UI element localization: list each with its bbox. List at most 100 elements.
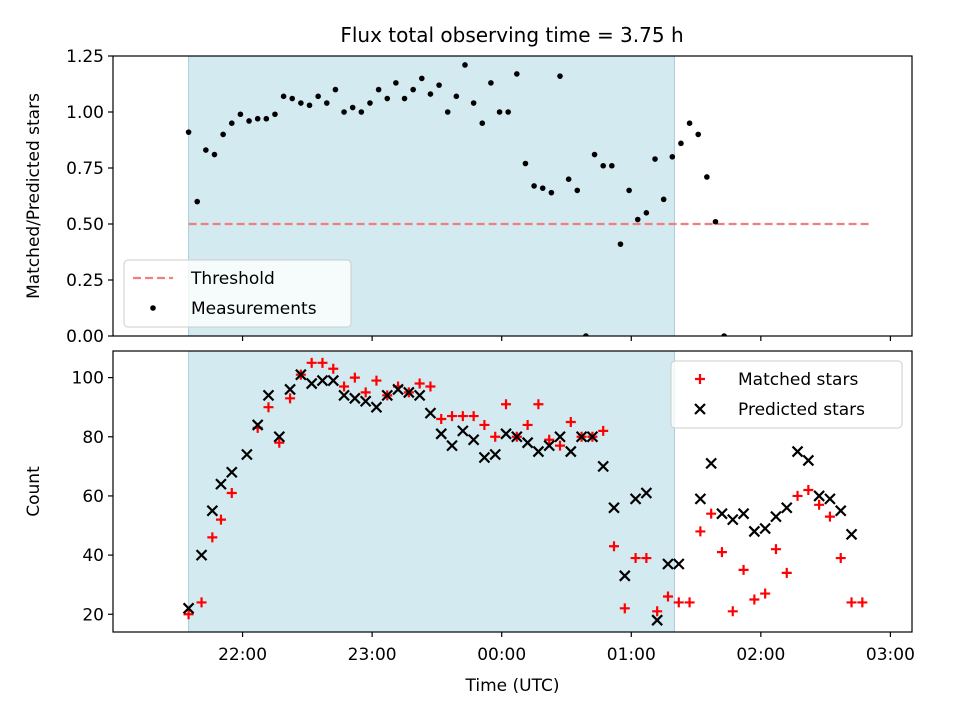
predicted-stars-point (640, 487, 653, 499)
matched-stars-point (716, 547, 727, 558)
measurement-point (496, 109, 503, 115)
measurement-point (349, 104, 356, 111)
measurement-point (203, 147, 209, 153)
y-tick-label: 0.25 (66, 271, 104, 291)
measurement-point (332, 86, 339, 93)
predicted-stars-point (748, 525, 761, 538)
predicted-stars-point (575, 431, 588, 443)
legend-label: Predicted stars (738, 400, 865, 420)
predicted-stars-point (780, 501, 793, 514)
measurement-point (444, 109, 451, 115)
predicted-stars-point (521, 436, 534, 449)
predicted-stars-point (284, 383, 296, 396)
matched-stars-point (207, 532, 218, 543)
measurement-point (609, 162, 615, 169)
matched-stars-point (468, 411, 479, 422)
matched-stars-point (479, 419, 490, 430)
measurement-point (393, 80, 399, 86)
predicted-stars-point (241, 448, 253, 461)
x-axis-label: Time (UTC) (465, 676, 560, 696)
measurement-point (470, 100, 477, 106)
matched-stars-point (263, 402, 274, 413)
predicted-stars-point (791, 445, 804, 458)
measurement-point (712, 218, 719, 225)
measurement-point (669, 154, 676, 160)
predicted-stars-point (759, 522, 771, 535)
measurement-point (453, 93, 460, 100)
predicted-stars-point (716, 507, 728, 520)
predicted-stars-point (500, 428, 512, 440)
matched-stars-point (522, 419, 533, 430)
predicted-stars-point (424, 407, 437, 419)
measurement-point (427, 91, 434, 97)
predicted-stars-point (770, 510, 782, 523)
matched-stars-point (846, 597, 857, 608)
predicted-stars-point (737, 507, 750, 520)
y-tick-label: 20 (82, 605, 104, 625)
predicted-stars-point (435, 428, 448, 440)
measurement-point (246, 118, 252, 124)
predicted-stars-point (392, 383, 404, 396)
predicted-stars-point (225, 466, 238, 479)
matched-stars-point (630, 553, 641, 564)
axes-frame (112, 350, 913, 633)
measurement-point (194, 198, 201, 205)
predicted-stars-point (403, 386, 415, 399)
matched-stars-point (662, 591, 673, 602)
matched-stars-point (738, 564, 749, 575)
matched-stars-point (457, 411, 468, 422)
predicted-stars-point (694, 493, 707, 505)
measurement-point (220, 131, 226, 138)
predicted-stars-point (359, 395, 372, 408)
matched-stars-point (544, 434, 555, 445)
predicted-stars-point (273, 431, 286, 443)
predicted-stars-point (316, 374, 329, 387)
matched-stars-point (760, 588, 771, 599)
predicted-stars-point (511, 431, 523, 443)
measurement-point (704, 174, 710, 180)
matched-stars-point (274, 437, 285, 448)
x-tick-label: 22:00 (218, 645, 267, 665)
measurement-point (591, 151, 598, 158)
measurement-point (419, 75, 425, 82)
measurement-point (522, 160, 529, 167)
measurement-point (652, 156, 658, 162)
measurement-point (375, 86, 382, 93)
measurement-point (721, 333, 727, 336)
measurement-point (505, 109, 511, 115)
measurement-point (600, 162, 606, 169)
matched-stars-point (641, 553, 652, 564)
matched-stars-point (792, 490, 803, 501)
measurement-point (211, 151, 218, 158)
y-tick-label: 60 (82, 487, 104, 507)
legend-label: Measurements (191, 299, 317, 319)
measurement-point (436, 82, 442, 88)
predicted-stars-point (705, 457, 717, 470)
measurement-point (358, 109, 365, 115)
matched-stars-point (371, 375, 382, 386)
matched-stars-point (652, 606, 663, 617)
x-tick-label: 00:00 (477, 645, 526, 665)
measurement-point (660, 196, 667, 203)
predicted-stars-point (206, 504, 219, 517)
chart-title: Flux total observing time = 3.75 h (340, 23, 683, 47)
legend-box (123, 259, 352, 328)
measurement-point (228, 120, 235, 126)
matched-stars-point (598, 425, 609, 436)
x-tick-label: 23:00 (348, 645, 397, 665)
predicted-stars-point (446, 439, 458, 452)
measurement-point (479, 120, 486, 126)
measurement-point (626, 187, 632, 194)
count-panel: 20 40 60 80 100 22:00 23:00 00:00 01:00 02:00 03:0… (24, 350, 915, 696)
measurement-point (280, 93, 287, 100)
y-tick-label: 40 (82, 546, 104, 566)
measurement-point (695, 131, 702, 138)
matched-stars-point (695, 526, 706, 537)
y-tick-label: 0.50 (66, 215, 104, 235)
shaded-observing-window (188, 350, 675, 633)
measurement-point (678, 140, 684, 147)
predicted-stars-point (813, 490, 825, 502)
legend-label: Matched stars (738, 370, 858, 390)
measurement-point (367, 100, 373, 106)
